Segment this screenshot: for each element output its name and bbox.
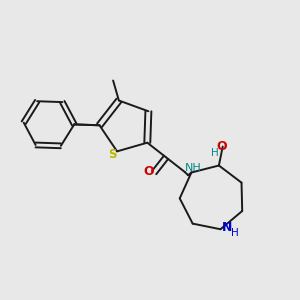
Text: O: O — [216, 140, 226, 153]
Text: H: H — [232, 228, 239, 238]
Text: S: S — [108, 148, 117, 161]
Text: O: O — [143, 165, 154, 178]
Text: NH: NH — [185, 164, 202, 173]
Text: N: N — [222, 221, 232, 234]
Text: H: H — [211, 148, 218, 158]
